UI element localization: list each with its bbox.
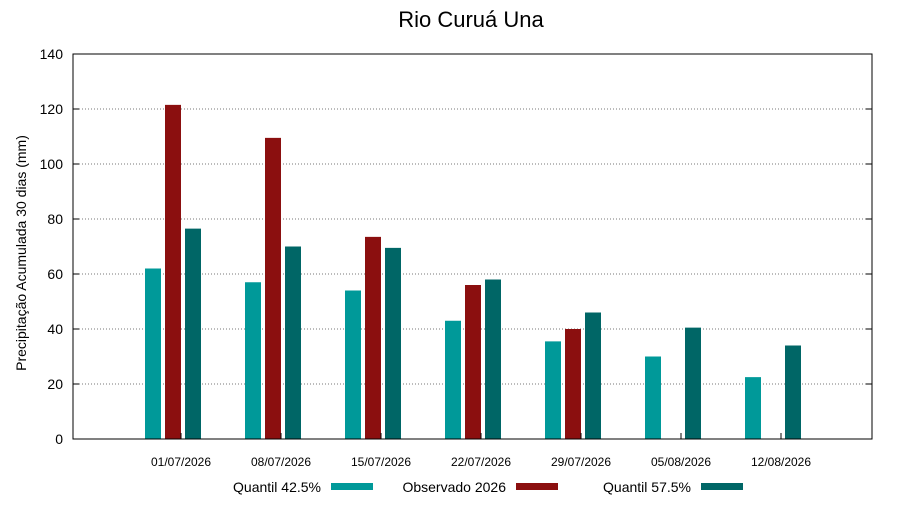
x-tick-label: 12/08/2026: [751, 455, 811, 469]
bar-quantil-57-5--4: [585, 312, 601, 439]
bar-quantil-57-5--1: [285, 246, 301, 439]
legend-swatch: [701, 483, 743, 490]
bar-quantil-42-5--0: [145, 268, 161, 439]
y-tick-label: 120: [40, 101, 64, 117]
bar-quantil-57-5--5: [685, 327, 701, 439]
x-tick-label: 22/07/2026: [451, 455, 511, 469]
x-tick-label: 08/07/2026: [251, 455, 311, 469]
x-tick-label: 01/07/2026: [151, 455, 211, 469]
y-tick-label: 40: [47, 321, 63, 337]
bar-quantil-42-5--6: [745, 377, 761, 439]
bar-quantil-42-5--2: [345, 290, 361, 439]
x-tick-label: 05/08/2026: [651, 455, 711, 469]
axis-layer: 0 20 40 60 80 100 120 140 01/07/2026 08/07/2026 15…: [40, 46, 872, 469]
chart-title: Rio Curuá Una: [398, 7, 544, 32]
bar-quantil-42-5--5: [645, 356, 661, 439]
x-tick-label: 15/07/2026: [351, 455, 411, 469]
bar-observado-2026-4: [565, 329, 581, 439]
y-tick-label: 100: [40, 156, 64, 172]
bar-quantil-42-5--4: [545, 341, 561, 439]
bar-quantil-42-5--1: [245, 282, 261, 439]
bars-layer: [145, 104, 801, 439]
y-axis-label: Precipitação Acumulada 30 dias (mm): [13, 135, 29, 371]
bar-quantil-57-5--2: [385, 247, 401, 439]
y-tick-label: 0: [55, 431, 63, 447]
y-tick-label: 60: [47, 266, 63, 282]
bar-observado-2026-3: [465, 285, 481, 439]
legend-label: Quantil 42.5%: [233, 479, 321, 495]
bar-quantil-57-5--3: [485, 279, 501, 439]
y-tick-label: 80: [47, 211, 63, 227]
bar-observado-2026-1: [265, 137, 281, 439]
bar-quantil-42-5--3: [445, 320, 461, 439]
legend-label: Observado 2026: [402, 479, 506, 495]
y-tick-label: 20: [47, 376, 63, 392]
legend-swatch: [331, 483, 373, 490]
bar-quantil-57-5--0: [185, 228, 201, 439]
x-tick-label: 29/07/2026: [551, 455, 611, 469]
bar-quantil-57-5--6: [785, 345, 801, 439]
bar-observado-2026-0: [165, 104, 181, 439]
y-tick-label: 140: [40, 46, 64, 62]
legend-label: Quantil 57.5%: [603, 479, 691, 495]
legend-layer: Quantil 42.5% Observado 2026 Quantil 57.5%: [233, 479, 743, 495]
legend-swatch: [516, 483, 558, 490]
bar-observado-2026-2: [365, 236, 381, 439]
plot-frame: [72, 53, 873, 440]
